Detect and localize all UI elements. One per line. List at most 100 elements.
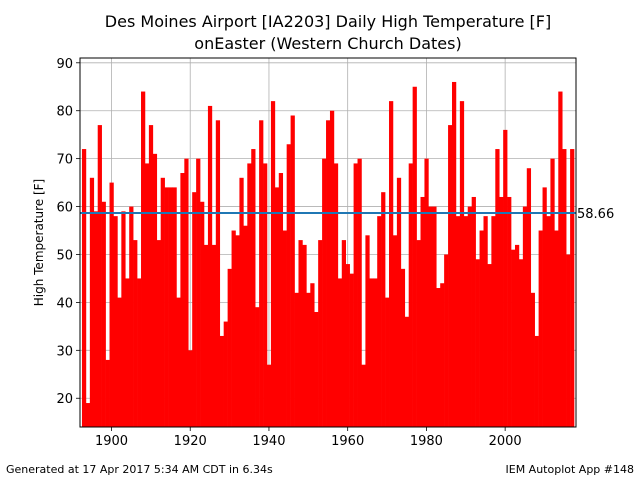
bar bbox=[511, 249, 516, 427]
bar bbox=[302, 244, 307, 427]
bar bbox=[144, 163, 150, 427]
bar bbox=[341, 240, 347, 427]
chart-subtitle: onEaster (Western Church Dates) bbox=[194, 34, 462, 53]
y-tick-label: 80 bbox=[56, 105, 73, 120]
x-tick-label: 1940 bbox=[252, 434, 285, 449]
bar bbox=[412, 86, 417, 428]
bar bbox=[286, 144, 291, 427]
bar bbox=[542, 187, 547, 427]
bar bbox=[294, 292, 299, 427]
bar bbox=[200, 201, 205, 427]
bar bbox=[558, 91, 563, 427]
bar bbox=[522, 206, 528, 427]
bar bbox=[562, 149, 567, 427]
bar bbox=[436, 288, 441, 427]
bar bbox=[172, 187, 177, 427]
bar bbox=[81, 149, 87, 427]
bar bbox=[365, 235, 370, 427]
bar bbox=[129, 206, 134, 427]
bar bbox=[231, 230, 236, 427]
bar bbox=[444, 254, 449, 427]
bar bbox=[314, 311, 319, 427]
x-tick-label: 2000 bbox=[489, 434, 522, 449]
bar bbox=[148, 125, 154, 427]
bar bbox=[223, 321, 228, 427]
bar bbox=[298, 240, 303, 427]
chart-title: Des Moines Airport [IA2203] Daily High T… bbox=[104, 12, 552, 31]
bar bbox=[105, 359, 110, 427]
bar bbox=[357, 158, 362, 428]
bar bbox=[428, 206, 433, 427]
bar bbox=[180, 173, 185, 427]
bar bbox=[475, 259, 480, 427]
bar bbox=[345, 264, 350, 427]
bar bbox=[518, 259, 524, 427]
bar bbox=[361, 364, 366, 427]
bar bbox=[85, 403, 91, 427]
y-axis-label: High Temperature [F] bbox=[32, 179, 46, 307]
bar bbox=[546, 216, 551, 427]
bar bbox=[467, 206, 472, 427]
bar bbox=[109, 182, 114, 427]
axis-ticks: 1900 1920 1940 1960 1980 2000 20 30 40 50 60 70 80 90 bbox=[56, 57, 521, 449]
y-tick-label: 70 bbox=[56, 153, 73, 168]
bar bbox=[396, 177, 402, 427]
bar bbox=[326, 120, 331, 427]
bar bbox=[113, 216, 118, 427]
bar bbox=[89, 177, 95, 427]
bar bbox=[491, 216, 496, 427]
bar bbox=[471, 196, 476, 427]
bar bbox=[259, 120, 264, 427]
bar bbox=[514, 244, 520, 427]
bar bbox=[416, 240, 421, 427]
x-tick-label: 1920 bbox=[174, 434, 207, 449]
bars bbox=[81, 81, 575, 428]
bar bbox=[306, 292, 311, 427]
y-tick-label: 30 bbox=[56, 344, 73, 359]
bar bbox=[424, 158, 429, 428]
bar bbox=[463, 216, 469, 427]
bar bbox=[310, 283, 315, 427]
bar bbox=[550, 158, 555, 428]
bar bbox=[97, 125, 102, 427]
bar bbox=[329, 110, 335, 427]
bar bbox=[141, 91, 146, 427]
bar bbox=[432, 206, 437, 427]
bar bbox=[255, 307, 260, 427]
bar bbox=[168, 187, 173, 427]
bar bbox=[282, 230, 287, 427]
bar bbox=[377, 216, 382, 427]
bar bbox=[290, 115, 295, 427]
bar bbox=[353, 163, 358, 427]
bar bbox=[408, 163, 413, 427]
bar bbox=[211, 244, 217, 427]
bar bbox=[385, 297, 390, 427]
bar bbox=[192, 192, 197, 427]
bar bbox=[566, 254, 571, 427]
bar bbox=[125, 278, 130, 427]
bar bbox=[389, 101, 394, 427]
bar bbox=[117, 297, 122, 427]
bar bbox=[243, 225, 248, 427]
bar bbox=[392, 235, 398, 427]
bar bbox=[369, 278, 374, 427]
x-tick-label: 1960 bbox=[331, 434, 364, 449]
bar bbox=[121, 211, 126, 427]
bar bbox=[455, 216, 461, 427]
y-tick-label: 60 bbox=[56, 201, 73, 216]
footer-generated-text: Generated at 17 Apr 2017 5:34 AM CDT in … bbox=[6, 463, 273, 476]
bar bbox=[137, 278, 142, 427]
bar bbox=[400, 268, 406, 427]
bar bbox=[349, 273, 354, 427]
bar bbox=[452, 81, 457, 428]
bar bbox=[152, 153, 158, 427]
bar bbox=[156, 240, 161, 427]
bar bbox=[274, 187, 280, 427]
bar bbox=[101, 201, 106, 427]
bar bbox=[538, 230, 543, 427]
bar bbox=[404, 316, 409, 427]
bar bbox=[526, 168, 532, 428]
bar bbox=[93, 211, 99, 427]
bar bbox=[381, 192, 386, 427]
